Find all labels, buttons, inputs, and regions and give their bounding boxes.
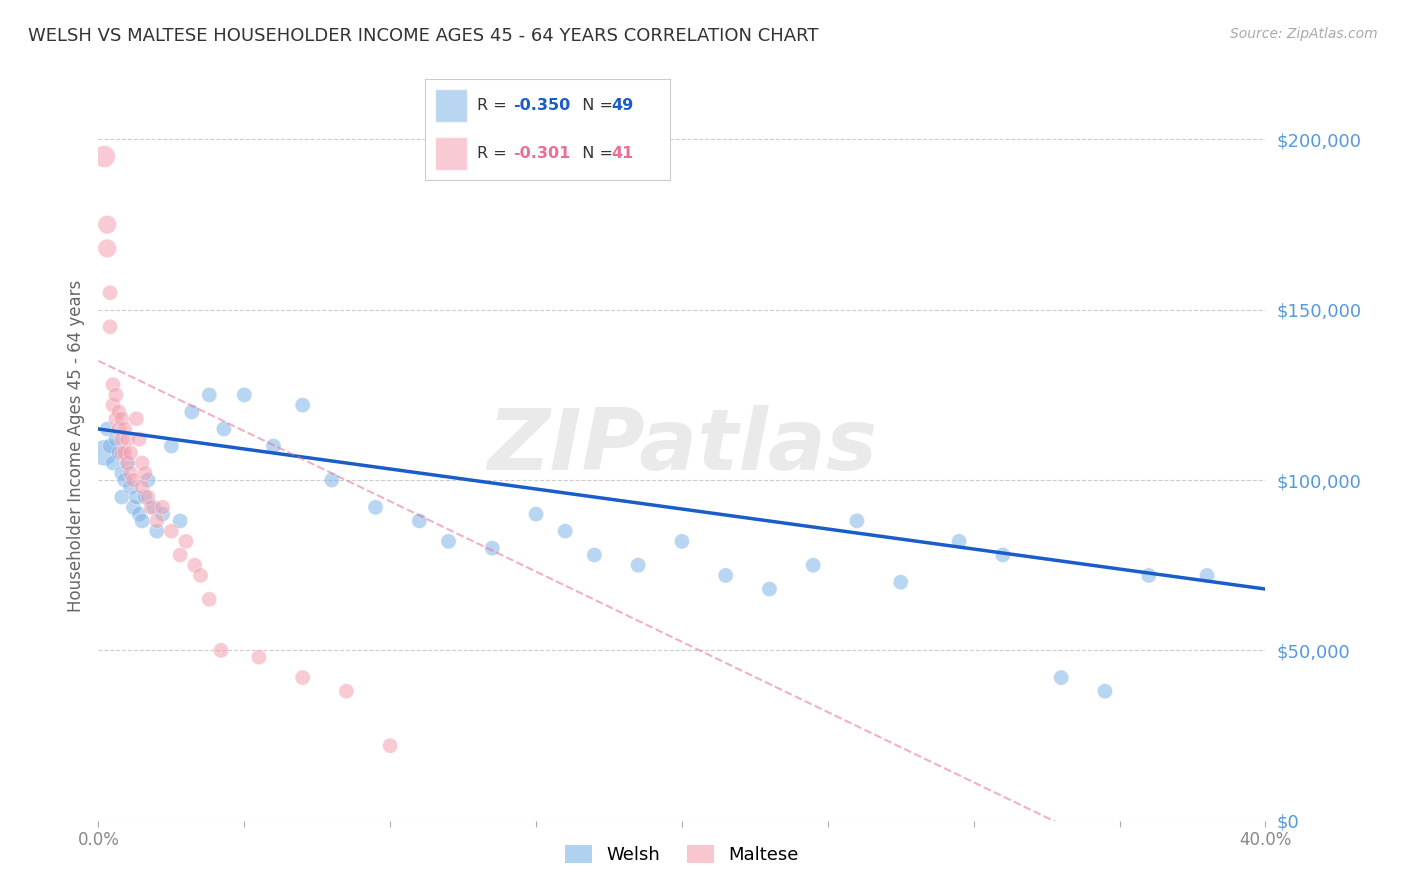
Point	[114, 446, 136, 460]
Point	[108, 446, 131, 460]
Point	[212, 422, 235, 436]
Point	[98, 285, 121, 300]
Point	[160, 524, 183, 538]
Point	[111, 432, 134, 446]
Point	[437, 534, 460, 549]
Point	[524, 507, 547, 521]
Point	[111, 467, 134, 481]
Point	[111, 446, 134, 460]
Point	[180, 405, 202, 419]
Point	[846, 514, 869, 528]
Point	[136, 473, 159, 487]
Point	[114, 422, 136, 436]
Point	[146, 514, 169, 528]
Point	[714, 568, 737, 582]
Point	[169, 514, 191, 528]
Point	[111, 490, 134, 504]
Point	[1137, 568, 1160, 582]
Point	[96, 242, 118, 256]
Point	[139, 500, 162, 515]
Point	[120, 480, 142, 494]
Point	[948, 534, 970, 549]
Point	[758, 582, 780, 596]
Point	[152, 507, 174, 521]
Point	[104, 432, 127, 446]
Point	[160, 439, 183, 453]
Point	[291, 671, 314, 685]
Point	[291, 398, 314, 412]
Point	[481, 541, 503, 556]
Point	[117, 456, 139, 470]
Point	[128, 432, 150, 446]
Text: ZIPatlas: ZIPatlas	[486, 404, 877, 488]
Point	[111, 411, 134, 425]
Point	[101, 456, 124, 470]
Point	[627, 558, 650, 573]
Point	[101, 398, 124, 412]
Point	[335, 684, 357, 698]
Point	[146, 524, 169, 538]
Point	[801, 558, 824, 573]
Point	[142, 500, 165, 515]
Point	[321, 473, 343, 487]
Point	[671, 534, 693, 549]
Point	[991, 548, 1014, 562]
Point	[583, 548, 606, 562]
Point	[104, 388, 127, 402]
Point	[233, 388, 256, 402]
Point	[108, 405, 131, 419]
Point	[104, 411, 127, 425]
Point	[890, 575, 912, 590]
Point	[198, 388, 221, 402]
Point	[98, 439, 121, 453]
Point	[380, 739, 402, 753]
Point	[190, 568, 212, 582]
Point	[101, 377, 124, 392]
Point	[131, 514, 153, 528]
Point	[125, 490, 148, 504]
Point	[209, 643, 232, 657]
Point	[247, 650, 270, 665]
Point	[554, 524, 576, 538]
Text: Source: ZipAtlas.com: Source: ZipAtlas.com	[1230, 27, 1378, 41]
Point	[117, 456, 139, 470]
Point	[96, 218, 118, 232]
Point	[96, 422, 118, 436]
Point	[131, 480, 153, 494]
Point	[98, 319, 121, 334]
Point	[136, 490, 159, 504]
Point	[122, 473, 145, 487]
Legend: Welsh, Maltese: Welsh, Maltese	[558, 838, 806, 871]
Point	[152, 500, 174, 515]
Point	[120, 446, 142, 460]
Point	[364, 500, 387, 515]
Point	[169, 548, 191, 562]
Point	[1195, 568, 1218, 582]
Point	[198, 592, 221, 607]
Point	[93, 149, 115, 163]
Point	[134, 490, 156, 504]
Point	[183, 558, 205, 573]
Point	[114, 473, 136, 487]
Point	[128, 507, 150, 521]
Point	[408, 514, 430, 528]
Point	[125, 411, 148, 425]
Point	[174, 534, 197, 549]
Point	[262, 439, 284, 453]
Point	[108, 422, 131, 436]
Point	[117, 432, 139, 446]
Y-axis label: Householder Income Ages 45 - 64 years: Householder Income Ages 45 - 64 years	[66, 280, 84, 612]
Text: WELSH VS MALTESE HOUSEHOLDER INCOME AGES 45 - 64 YEARS CORRELATION CHART: WELSH VS MALTESE HOUSEHOLDER INCOME AGES…	[28, 27, 818, 45]
Point	[134, 467, 156, 481]
Point	[131, 456, 153, 470]
Point	[120, 467, 142, 481]
Point	[122, 500, 145, 515]
Point	[1094, 684, 1116, 698]
Point	[1050, 671, 1073, 685]
Point	[93, 446, 115, 460]
